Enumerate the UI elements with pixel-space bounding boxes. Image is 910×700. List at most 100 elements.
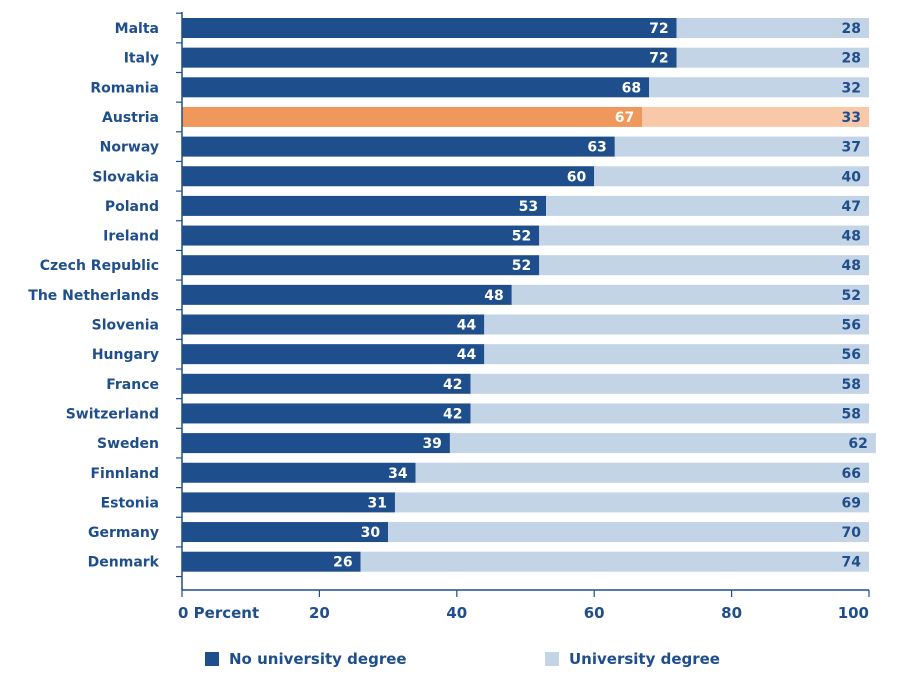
bar-degree-slovenia [484, 314, 869, 335]
bar-degree-malta [676, 18, 869, 38]
value-label-degree-switzerland: 58 [842, 406, 861, 422]
value-label-no-degree-ireland: 52 [512, 229, 531, 245]
value-label-no-degree-germany: 30 [361, 525, 381, 541]
bar-no-degree-estonia [182, 492, 395, 513]
legend-item-degree: University degree [545, 650, 720, 668]
bar-no-degree-finnland [182, 462, 416, 483]
legend-swatch-degree [545, 652, 559, 666]
x-tick-label: 40 [446, 604, 467, 622]
legend-swatch-no-degree [205, 652, 219, 666]
value-label-no-degree-malta: 72 [649, 21, 668, 37]
bar-degree-denmark [360, 551, 869, 572]
bar-degree-poland [546, 195, 869, 216]
category-label-slovakia: Slovakia [92, 169, 159, 185]
legend-item-no-degree: No university degree [205, 650, 407, 668]
bar-no-degree-slovenia [182, 314, 485, 335]
value-label-no-degree-poland: 53 [519, 199, 538, 215]
value-label-degree-estonia: 69 [842, 495, 861, 511]
bar-degree-the-netherlands [511, 284, 869, 305]
value-label-degree-hungary: 56 [842, 347, 861, 363]
value-label-no-degree-italy: 72 [649, 51, 668, 67]
value-label-degree-finnland: 66 [842, 466, 861, 482]
value-label-no-degree-the-netherlands: 48 [484, 288, 503, 304]
value-label-degree-france: 58 [842, 377, 861, 393]
bar-no-degree-czech-republic [182, 255, 540, 276]
x-tick-label: 20 [309, 604, 330, 622]
value-label-degree-austria: 33 [842, 110, 861, 126]
bar-no-degree-sweden [182, 433, 450, 454]
value-label-no-degree-switzerland: 42 [443, 406, 462, 422]
category-label-austria: Austria [102, 110, 159, 126]
value-label-no-degree-slovakia: 60 [567, 169, 587, 185]
value-label-no-degree-romania: 68 [622, 80, 641, 96]
bar-degree-switzerland [470, 403, 869, 424]
category-label-france: France [106, 377, 159, 393]
category-label-germany: Germany [88, 525, 159, 541]
category-label-estonia: Estonia [101, 495, 159, 511]
value-label-no-degree-france: 42 [443, 377, 462, 393]
bar-no-degree-the-netherlands [182, 284, 512, 305]
bar-degree-sweden [449, 433, 876, 454]
category-label-hungary: Hungary [92, 347, 159, 363]
category-label-sweden: Sweden [97, 436, 159, 452]
bar-degree-ireland [539, 225, 869, 246]
x-tick-label: 80 [721, 604, 742, 622]
x-tick-label: 60 [584, 604, 605, 622]
value-label-degree-germany: 70 [842, 525, 862, 541]
value-label-degree-sweden: 62 [848, 436, 867, 452]
x-axis: 0 Percent 20 40 60 80 100 [176, 12, 870, 622]
bar-no-degree-norway [182, 136, 615, 157]
value-label-degree-romania: 32 [842, 80, 861, 96]
bar-degree-norway [614, 136, 869, 157]
category-label-poland: Poland [105, 199, 159, 215]
bar-no-degree-denmark [182, 551, 361, 572]
value-label-degree-the-netherlands: 52 [842, 288, 861, 304]
value-label-no-degree-hungary: 44 [457, 347, 477, 363]
legend-label-degree: University degree [569, 650, 720, 668]
value-label-degree-ireland: 48 [842, 229, 861, 245]
bars-group: 72 28 72 28 68 32 67 33 63 37 60 40 53 47 52 48 52 48 48 52… [182, 18, 876, 572]
bar-degree-germany [388, 522, 869, 543]
category-label-malta: Malta [115, 21, 159, 37]
bar-no-degree-romania [182, 77, 650, 98]
bar-no-degree-germany [182, 522, 389, 543]
value-label-no-degree-slovenia: 44 [457, 318, 477, 334]
value-label-no-degree-czech-republic: 52 [512, 258, 531, 274]
category-label-denmark: Denmark [88, 555, 160, 571]
value-label-no-degree-norway: 63 [587, 140, 606, 156]
bar-degree-slovakia [594, 166, 869, 187]
bar-no-degree-malta [182, 18, 677, 38]
category-label-czech-republic: Czech Republic [40, 258, 159, 274]
category-label-romania: Romania [90, 80, 159, 96]
category-label-finnland: Finnland [90, 466, 159, 482]
value-label-degree-slovakia: 40 [842, 169, 862, 185]
category-label-ireland: Ireland [103, 229, 159, 245]
bar-degree-czech-republic [539, 255, 869, 276]
category-labels: Malta Italy Romania Austria Norway Slovakia Po… [28, 21, 159, 571]
value-label-no-degree-finnland: 34 [388, 466, 408, 482]
legend-label-no-degree: No university degree [229, 650, 407, 668]
value-label-degree-denmark: 74 [842, 555, 862, 571]
category-label-the-netherlands: The Netherlands [28, 288, 159, 304]
bar-no-degree-italy [182, 47, 677, 68]
bar-no-degree-france [182, 373, 471, 394]
value-label-degree-slovenia: 56 [842, 318, 861, 334]
value-label-degree-italy: 28 [842, 51, 861, 67]
value-label-no-degree-austria: 67 [615, 110, 634, 126]
category-label-slovenia: Slovenia [92, 318, 159, 334]
category-label-italy: Italy [124, 51, 159, 67]
value-label-degree-norway: 37 [842, 140, 861, 156]
bar-no-degree-slovakia [182, 166, 595, 187]
bar-chart: 72 28 72 28 68 32 67 33 63 37 60 40 53 47 52 48 52 48 48 52… [28, 12, 876, 622]
value-label-no-degree-estonia: 31 [367, 495, 386, 511]
value-label-no-degree-denmark: 26 [333, 555, 352, 571]
bar-degree-austria [642, 106, 869, 127]
value-label-degree-poland: 47 [842, 199, 861, 215]
bar-no-degree-hungary [182, 344, 485, 365]
bar-no-degree-ireland [182, 225, 540, 246]
bar-no-degree-switzerland [182, 403, 471, 424]
category-label-norway: Norway [100, 140, 159, 156]
category-label-switzerland: Switzerland [66, 406, 159, 422]
bar-degree-romania [649, 77, 869, 98]
bar-no-degree-austria [182, 106, 643, 127]
